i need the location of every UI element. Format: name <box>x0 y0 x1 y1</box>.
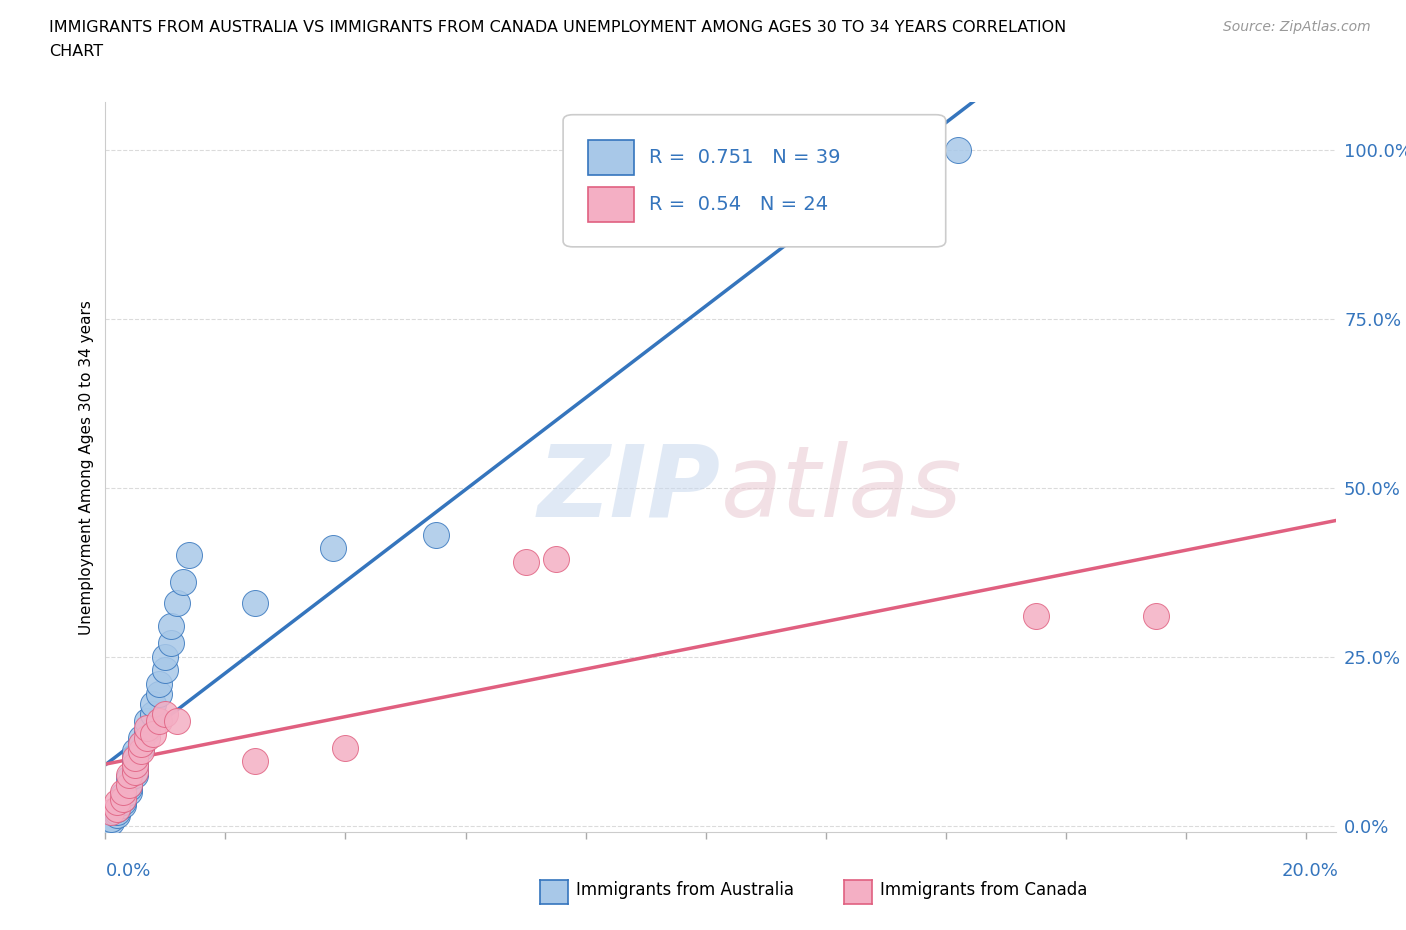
Point <box>172 575 194 590</box>
Point <box>136 713 159 728</box>
Text: R =  0.54   N = 24: R = 0.54 N = 24 <box>650 195 828 214</box>
Text: R =  0.751   N = 39: R = 0.751 N = 39 <box>650 148 841 166</box>
Bar <box>588 187 634 222</box>
Point <box>131 737 153 752</box>
Point <box>100 811 122 826</box>
Text: IMMIGRANTS FROM AUSTRALIA VS IMMIGRANTS FROM CANADA UNEMPLOYMENT AMONG AGES 30 T: IMMIGRANTS FROM AUSTRALIA VS IMMIGRANTS … <box>49 20 1067 35</box>
Point <box>112 788 135 803</box>
Point <box>155 649 177 664</box>
Point <box>118 777 141 792</box>
Point <box>166 713 188 728</box>
Text: atlas: atlas <box>721 441 962 538</box>
Text: CHART: CHART <box>49 44 103 59</box>
Y-axis label: Unemployment Among Ages 30 to 34 years: Unemployment Among Ages 30 to 34 years <box>79 299 94 635</box>
Point <box>142 697 165 711</box>
Point <box>245 754 267 769</box>
Point <box>131 737 153 752</box>
Point <box>107 804 129 819</box>
Point <box>124 757 146 772</box>
Point <box>107 802 129 817</box>
Point <box>322 541 344 556</box>
Text: 20.0%: 20.0% <box>1282 862 1339 880</box>
Point <box>136 720 159 735</box>
Bar <box>588 140 634 175</box>
Point <box>124 764 146 779</box>
Point <box>155 707 177 722</box>
Point <box>136 724 159 738</box>
Point <box>136 730 159 745</box>
Point <box>124 767 146 782</box>
Point <box>245 595 267 610</box>
FancyBboxPatch shape <box>564 114 946 246</box>
Point <box>946 142 969 157</box>
Point <box>124 744 146 759</box>
Point <box>118 771 141 786</box>
Point <box>155 663 177 678</box>
Point <box>148 713 170 728</box>
Point <box>131 740 153 755</box>
Point <box>118 777 141 792</box>
Point <box>112 791 135 806</box>
Point <box>131 744 153 759</box>
Point <box>893 169 915 184</box>
Point <box>107 802 129 817</box>
Point <box>160 618 183 633</box>
Point <box>124 764 146 779</box>
Point <box>148 686 170 701</box>
Point <box>1025 608 1047 623</box>
Text: Immigrants from Australia: Immigrants from Australia <box>576 881 794 898</box>
Point <box>166 595 188 610</box>
Point <box>118 784 141 799</box>
Point <box>107 808 129 823</box>
Text: 0.0%: 0.0% <box>105 862 150 880</box>
Point <box>124 757 146 772</box>
Point <box>124 751 146 765</box>
Point <box>515 554 537 569</box>
Point <box>118 781 141 796</box>
Point <box>544 551 567 566</box>
Point <box>335 740 357 755</box>
Point <box>124 751 146 765</box>
Point <box>142 727 165 742</box>
Point <box>142 707 165 722</box>
Text: Immigrants from Canada: Immigrants from Canada <box>880 881 1087 898</box>
Point <box>107 794 129 809</box>
Point <box>112 794 135 809</box>
Point <box>118 767 141 782</box>
Point <box>112 791 135 806</box>
Point <box>160 635 183 650</box>
Point <box>131 730 153 745</box>
Point <box>112 784 135 799</box>
Text: Source: ZipAtlas.com: Source: ZipAtlas.com <box>1223 20 1371 34</box>
Text: ZIP: ZIP <box>537 441 721 538</box>
Point <box>112 798 135 813</box>
Point <box>100 804 122 819</box>
Point <box>100 815 122 830</box>
Point <box>179 548 201 563</box>
Point <box>1144 608 1167 623</box>
Point <box>148 676 170 691</box>
Point <box>425 527 447 542</box>
